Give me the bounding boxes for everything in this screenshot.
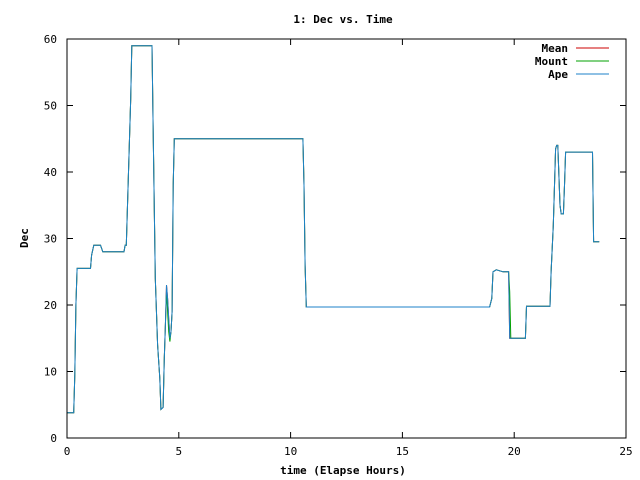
x-tick-label: 15	[396, 445, 409, 458]
y-tick-label: 20	[44, 299, 57, 312]
axis-ticks: 0 5 10 15 20 25 0 10 20 30 40 50 60	[44, 33, 633, 458]
plot-frame	[66, 38, 627, 439]
legend-label: Mount	[535, 55, 568, 68]
legend-label: Ape	[548, 68, 568, 81]
x-tick-label: 20	[508, 445, 521, 458]
y-tick-label: 50	[44, 100, 57, 113]
y-tick-label: 40	[44, 166, 57, 179]
x-axis-label: time (Elapse Hours)	[280, 464, 406, 477]
series-line-ape	[67, 45, 600, 414]
x-tick-label: 5	[175, 445, 182, 458]
y-tick-label: 60	[44, 33, 57, 46]
series-lines	[67, 45, 600, 414]
chart-title: 1: Dec vs. Time	[293, 13, 393, 26]
y-axis-label: Dec	[18, 228, 31, 248]
y-tick-label: 0	[50, 432, 57, 445]
y-tick-label: 30	[44, 233, 57, 246]
legend-label: Mean	[542, 42, 569, 55]
x-tick-label: 0	[64, 445, 71, 458]
y-tick-label: 10	[44, 366, 57, 379]
x-tick-label: 10	[284, 445, 297, 458]
x-tick-label: 25	[619, 445, 632, 458]
